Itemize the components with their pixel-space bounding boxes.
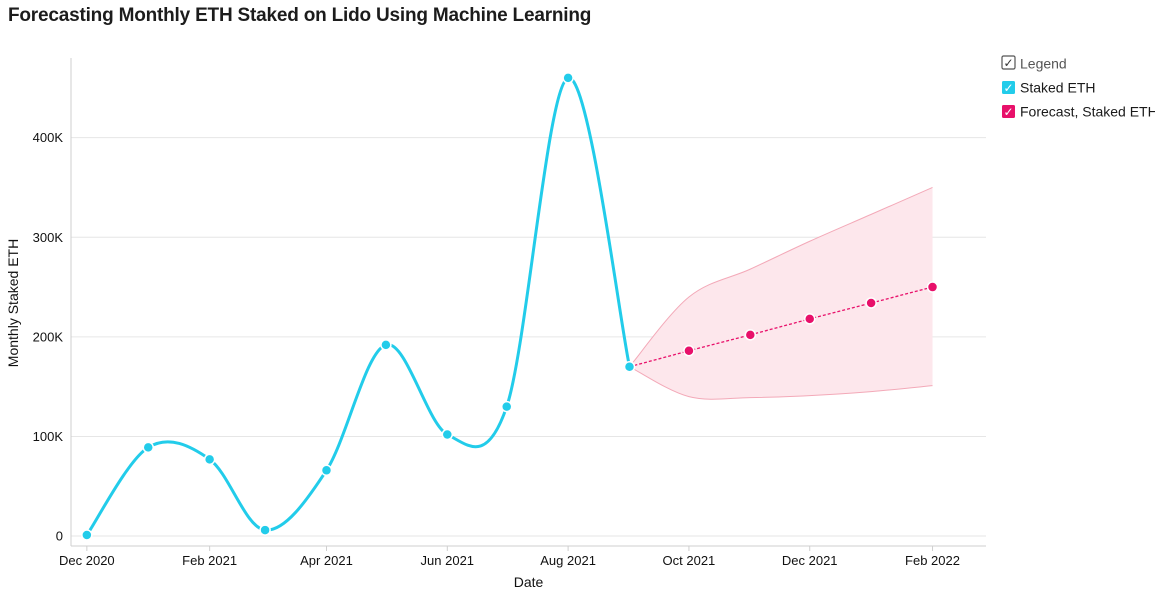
y-tick-label: 300K [33, 230, 64, 245]
x-tick-label: Dec 2020 [59, 553, 115, 568]
data-point-staked-eth[interactable] [441, 428, 454, 441]
legend-toggle-all[interactable]: ✓ Legend [1001, 55, 1067, 72]
y-tick-labels: 0 100K 200K 300K 400K [33, 130, 64, 543]
data-point-forecast[interactable] [803, 313, 816, 325]
data-point-staked-eth[interactable] [203, 453, 216, 466]
axes [70, 58, 986, 547]
data-point-staked-eth[interactable] [500, 400, 513, 413]
legend: ✓ Legend ✓ Staked ETH ✓ Forecast, Staked… [1001, 55, 1155, 120]
legend-label: Forecast, Staked ETH [1020, 104, 1155, 120]
forecast-lower-bound [629, 366, 933, 400]
x-tick-label: Jun 2021 [421, 553, 475, 568]
x-tick-label: Oct 2021 [663, 553, 716, 568]
x-tick-label: Aug 2021 [540, 553, 596, 568]
x-axis-label: Date [514, 574, 544, 590]
y-tick-label: 0 [56, 529, 63, 544]
data-point-forecast[interactable] [744, 329, 757, 341]
data-point-forecast[interactable] [926, 281, 939, 293]
forecast-interval-band [629, 187, 933, 400]
y-tick-label: 100K [33, 429, 64, 444]
y-tick-label: 400K [33, 130, 64, 145]
data-point-staked-eth[interactable] [380, 339, 392, 351]
x-tick-label: Feb 2022 [905, 553, 960, 568]
legend-title: Legend [1020, 56, 1067, 72]
legend-item-staked-eth[interactable]: ✓ Staked ETH [1002, 80, 1095, 96]
check-icon: ✓ [1003, 81, 1013, 95]
x-tick-label: Dec 2021 [782, 553, 838, 568]
data-point-staked-eth[interactable] [81, 529, 93, 541]
check-icon: ✓ [1003, 105, 1013, 119]
data-point-staked-eth[interactable] [562, 72, 574, 84]
x-tick-label: Apr 2021 [300, 553, 353, 568]
forecast-interval-area [629, 187, 933, 400]
chart-title: Forecasting Monthly ETH Staked on Lido U… [8, 5, 592, 26]
series-line-staked-eth [85, 76, 632, 537]
x-tick-label: Feb 2021 [182, 553, 237, 568]
series-line-forecast [629, 286, 933, 368]
y-tick-label: 200K [33, 329, 64, 344]
forecast-upper-bound [629, 187, 933, 368]
y-axis-label: Monthly Staked ETH [5, 239, 21, 367]
data-point-forecast[interactable] [683, 345, 695, 357]
data-point-staked-eth[interactable] [259, 524, 271, 536]
legend-label: Staked ETH [1020, 80, 1095, 96]
data-point-staked-eth[interactable] [142, 441, 154, 454]
data-point-staked-eth[interactable] [320, 464, 333, 477]
data-point-staked-eth[interactable] [623, 360, 636, 373]
series-points [81, 72, 939, 541]
legend-item-forecast-staked-eth[interactable]: ✓ Forecast, Staked ETH [1002, 104, 1155, 120]
data-point-forecast[interactable] [865, 297, 877, 309]
check-icon: ✓ [1003, 56, 1013, 70]
x-tick-labels: Dec 2020 Feb 2021 Apr 2021 Jun 2021 Aug 2021… [59, 546, 960, 568]
